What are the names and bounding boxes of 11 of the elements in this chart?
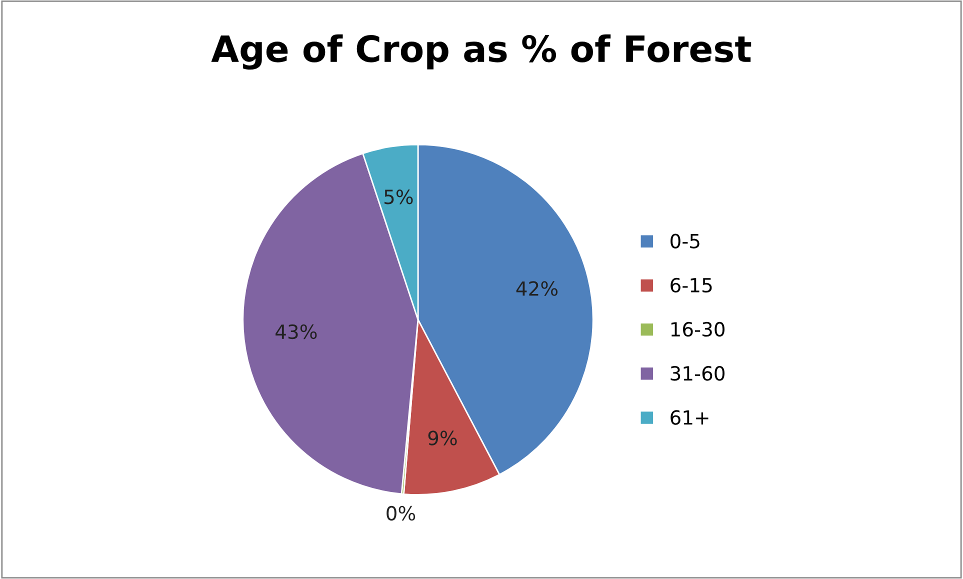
legend-label: 0-5 — [670, 234, 700, 248]
data-label: 42% — [516, 281, 558, 296]
data-label: 9% — [428, 430, 457, 446]
legend-label: 6-15 — [670, 278, 712, 293]
legend-label: 16-30 — [671, 322, 724, 337]
data-label: 0% — [386, 506, 416, 521]
chart-title: Age of Crop as % of Forest — [211, 34, 752, 70]
data-label: 43% — [276, 324, 317, 340]
legend-label: 31-60 — [670, 366, 724, 381]
data-label: 5% — [384, 190, 413, 204]
legend-label: 61+ — [670, 410, 708, 425]
